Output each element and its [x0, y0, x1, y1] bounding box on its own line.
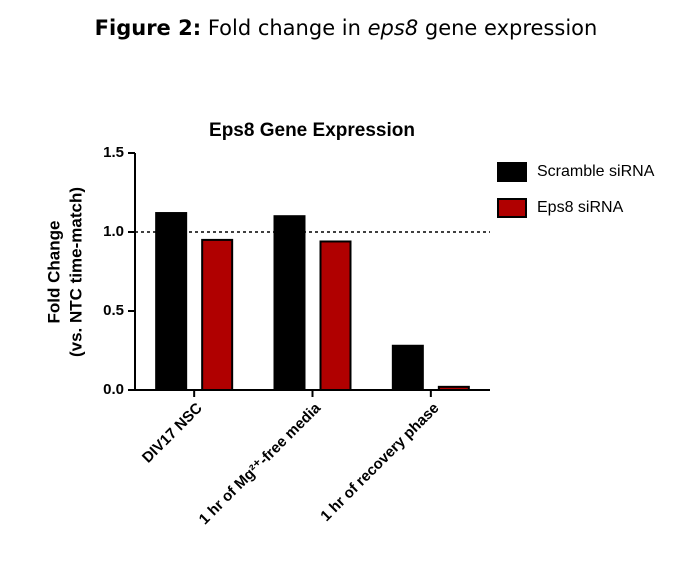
y-tick-label: 0.5 — [103, 302, 124, 319]
bar — [155, 212, 188, 391]
y-tick-label: 1.5 — [103, 144, 124, 161]
caption-text: Fold change in — [207, 16, 361, 40]
bar — [391, 344, 424, 392]
bar — [201, 238, 234, 391]
legend-swatch — [497, 198, 527, 218]
figure-caption: Figure 2: Fold change in eps8 gene expre… — [0, 16, 692, 40]
legend-label: Scramble siRNA — [537, 163, 655, 180]
x-tick-label: 1 hr of recovery phase — [317, 400, 442, 525]
bar — [319, 240, 352, 391]
y-axis-label: (vs. NTC time-match) — [66, 187, 85, 357]
y-tick-label: 0.0 — [103, 381, 124, 398]
legend-label: Eps8 siRNA — [537, 199, 624, 216]
y-axis-label: Fold Change — [44, 221, 63, 324]
y-tick-label: 1.0 — [103, 223, 124, 240]
bar — [273, 215, 306, 391]
x-tick-label: DIV17 NSC — [139, 399, 206, 466]
caption-gene: eps8 — [367, 16, 419, 40]
bar — [437, 385, 470, 391]
x-tick-label: 1 hr of Mg²⁺-free media — [196, 399, 325, 528]
caption-label: Figure 2: — [94, 16, 202, 40]
chart-title: Eps8 Gene Expression — [209, 120, 415, 141]
legend-swatch — [497, 162, 527, 182]
caption-text: gene expression — [424, 16, 598, 40]
